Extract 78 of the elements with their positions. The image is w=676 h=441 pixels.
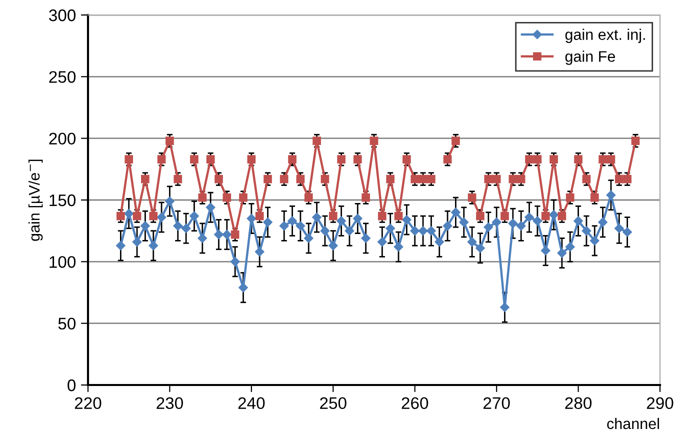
point: [394, 212, 403, 220]
x-tick-label: 230: [156, 397, 183, 410]
legend-label: gain Fe: [565, 50, 616, 65]
point: [190, 155, 198, 164]
point: [558, 212, 566, 220]
point: [362, 193, 370, 202]
point: [320, 174, 330, 184]
x-tick-label: 250: [320, 397, 346, 410]
point: [328, 212, 338, 220]
point: [141, 174, 150, 184]
point: [582, 174, 591, 184]
point: [623, 174, 632, 184]
point: [614, 174, 624, 184]
point: [468, 193, 476, 202]
y-tick-label: 200: [49, 132, 76, 145]
y-tick-label: 50: [58, 318, 76, 330]
x-tick-label: 290: [646, 397, 674, 410]
point: [222, 193, 232, 202]
point: [516, 174, 526, 184]
point: [116, 212, 125, 220]
y-tick-label: 100: [50, 256, 76, 268]
point: [239, 193, 248, 202]
y-tick-label: 300: [49, 9, 76, 22]
point: [166, 136, 174, 145]
x-tick-label: 280: [565, 397, 592, 410]
x-tick-label: 260: [402, 397, 428, 410]
point: [452, 136, 460, 145]
point: [149, 212, 158, 220]
point: [280, 174, 288, 184]
point: [566, 193, 574, 202]
x-tick-label: 240: [238, 397, 265, 410]
point: [288, 155, 296, 164]
point: [402, 155, 411, 164]
point: [574, 155, 582, 164]
x-axis-title: channel: [607, 418, 659, 430]
point: [353, 155, 362, 164]
point: [174, 174, 182, 184]
point: [370, 136, 378, 145]
point: [264, 174, 272, 184]
point: [198, 193, 207, 202]
point: [247, 155, 256, 164]
point: [550, 155, 558, 164]
point: [206, 155, 215, 164]
point: [525, 155, 534, 164]
point: [533, 155, 542, 164]
x-tick-label: 270: [484, 397, 510, 410]
point: [337, 155, 346, 164]
y-axis-title: gain [µV/e$^{−}$]: [28, 160, 43, 241]
point: [214, 174, 223, 184]
point: [508, 174, 518, 184]
point: [418, 174, 428, 184]
point: [386, 174, 395, 184]
point: [500, 212, 509, 220]
point: [606, 155, 616, 164]
point: [304, 193, 313, 202]
point: [476, 212, 484, 220]
point: [443, 155, 452, 164]
point: [590, 193, 599, 202]
point: [312, 136, 321, 145]
legend-label: gain ext. inj.: [565, 28, 645, 43]
point: [296, 174, 305, 184]
y-tick-label: 0: [68, 379, 76, 392]
point: [484, 174, 493, 184]
point: [230, 230, 240, 239]
point: [427, 174, 436, 184]
point: [378, 212, 386, 220]
y-tick-label: 250: [49, 71, 76, 83]
point: [132, 212, 142, 220]
point: [631, 136, 640, 145]
x-tick-label: 220: [74, 397, 102, 410]
point: [255, 212, 264, 220]
point: [492, 174, 501, 184]
point: [157, 155, 166, 164]
point: [598, 155, 607, 164]
point: [124, 155, 134, 164]
point: [410, 174, 420, 184]
point: [541, 212, 550, 220]
y-tick-label: 150: [50, 194, 76, 206]
